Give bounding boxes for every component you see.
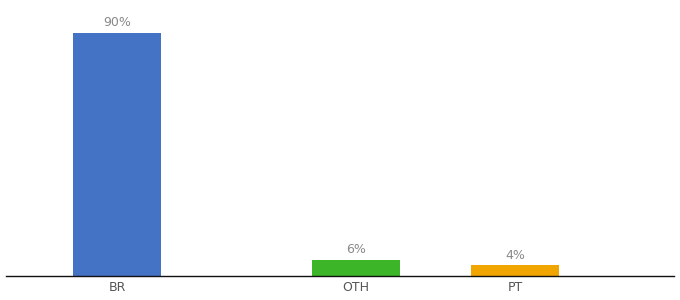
Bar [471, 265, 559, 276]
Text: 6%: 6% [346, 243, 366, 256]
Text: 90%: 90% [103, 16, 131, 29]
Bar [312, 260, 400, 276]
Bar [73, 33, 161, 276]
Text: 4%: 4% [505, 249, 525, 262]
